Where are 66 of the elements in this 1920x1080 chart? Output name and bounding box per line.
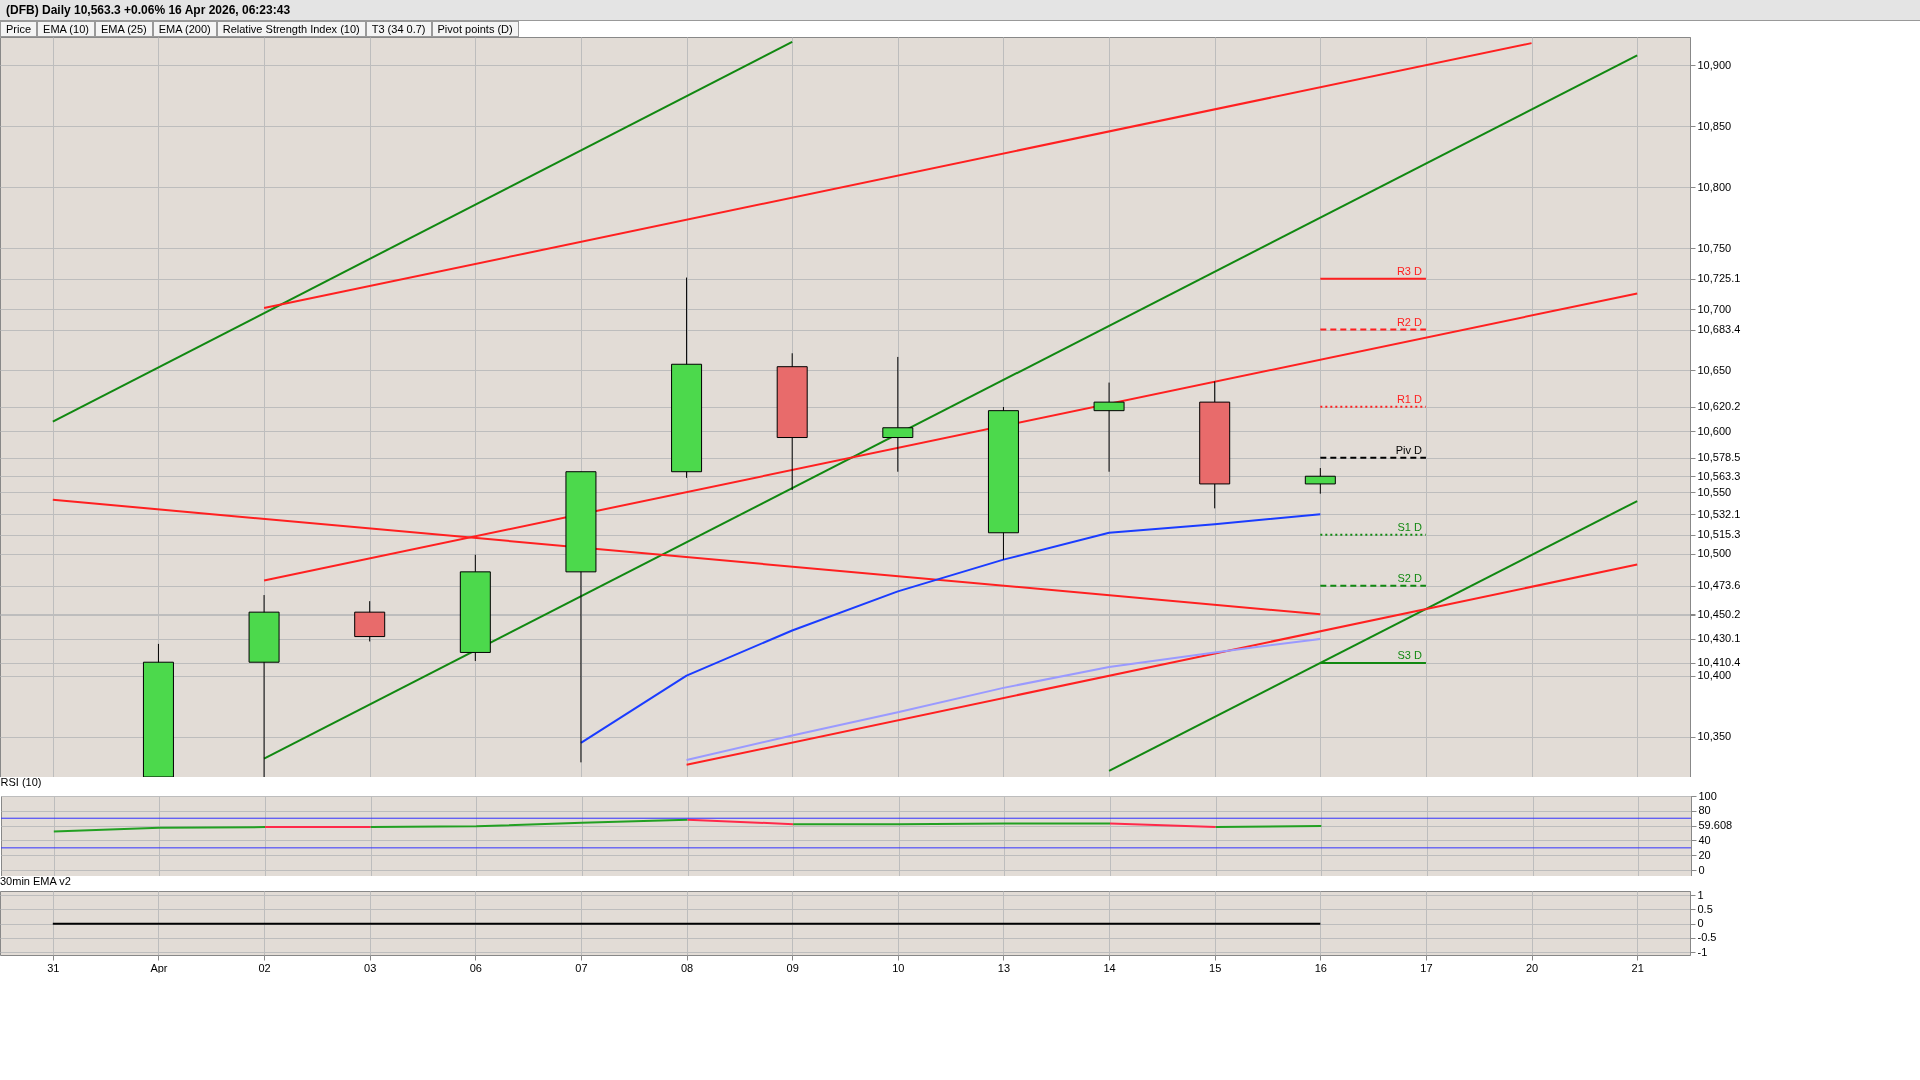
y-tick-label: 0.5 — [1697, 902, 1713, 915]
series-label: Piv D — [1395, 443, 1422, 456]
y-tick-label: 10,515.3 — [1697, 528, 1741, 541]
y-tick-label: 10,410.4 — [1697, 656, 1741, 669]
chart-title: (DFB) Daily 10,563.3 +0.06% 16 Apr 2026, 06:23:43 — [0, 0, 1920, 21]
y-tick-label: 10,683.4 — [1697, 323, 1741, 336]
series-label: S1 D — [1397, 520, 1422, 533]
text: EMA (10) — [37, 21, 95, 37]
x-tick-label: 10 — [892, 961, 905, 974]
y-tick-label: 10,450.2 — [1697, 607, 1741, 620]
y-tick-label: 10,500 — [1697, 547, 1732, 560]
series-label: R3 D — [1396, 264, 1422, 277]
x-tick-label: 02 — [258, 961, 271, 974]
y-tick-label: -1 — [1697, 945, 1708, 958]
y-tick-label: 10,578.5 — [1697, 451, 1741, 464]
x-tick-label: 15 — [1209, 961, 1222, 974]
text: Relative Strength Index (10) — [216, 21, 366, 37]
y-tick-label: 10,750 — [1697, 241, 1732, 254]
x-tick-label: 03 — [364, 961, 377, 974]
y-tick-label: 10,550 — [1697, 485, 1732, 498]
x-tick-label: 06 — [469, 961, 482, 974]
y-tick-label: 10,700 — [1697, 302, 1732, 315]
y-tick-label: 1 — [1697, 888, 1704, 901]
x-tick-label: 20 — [1525, 961, 1539, 974]
y-tick-label: 20 — [1698, 848, 1711, 861]
x-tick-label: Apr — [150, 961, 168, 974]
x-tick-label: 21 — [1631, 961, 1644, 974]
y-tick-label: 0 — [1698, 863, 1705, 876]
series-label: S3 D — [1397, 648, 1422, 661]
text: Pivot points (D) — [431, 21, 519, 37]
y-tick-label: 10,600 — [1697, 424, 1732, 437]
y-tick-label: 10,850 — [1697, 119, 1732, 132]
text: EMA (200) — [152, 21, 217, 37]
x-tick-label: 07 — [575, 961, 588, 974]
y-tick-label: 10,800 — [1697, 180, 1732, 193]
y-tick-label: 10,473.6 — [1697, 579, 1741, 592]
text: Price — [0, 21, 38, 37]
y-tick-label: 0 — [1697, 917, 1704, 930]
y-tick-label: 10,650 — [1697, 363, 1732, 376]
y-tick-label: 10,400 — [1697, 669, 1732, 682]
y-tick-label: 100 — [1698, 789, 1717, 802]
x-tick-label: 31 — [47, 961, 60, 974]
chart-title: 30min EMA v2 — [0, 875, 71, 888]
x-tick-label: 09 — [786, 961, 799, 974]
text: EMA (25) — [94, 21, 153, 37]
series-label: R1 D — [1396, 392, 1422, 405]
y-tick-label: 10,725.1 — [1697, 272, 1741, 285]
series-label: R2 D — [1396, 315, 1422, 328]
y-tick-label: 10,350 — [1697, 730, 1732, 743]
y-tick-label: 10,900 — [1697, 58, 1732, 71]
text: T3 (34 0.7) — [365, 21, 432, 37]
series-label: S2 D — [1397, 571, 1422, 584]
x-tick-label: 08 — [680, 961, 694, 974]
x-tick-label: 14 — [1103, 961, 1116, 974]
x-tick-label: 16 — [1314, 961, 1327, 974]
y-tick-label: 59.608 — [1698, 819, 1733, 832]
chart-title: RSI (10) — [0, 776, 42, 788]
y-tick-label: 10,532.1 — [1697, 507, 1741, 520]
y-tick-label: -0.5 — [1697, 931, 1717, 944]
x-tick-label: 17 — [1420, 961, 1433, 974]
y-tick-label: 10,430.1 — [1697, 632, 1741, 645]
y-tick-label: 80 — [1698, 804, 1711, 817]
y-tick-label: 10,563.3 — [1697, 469, 1741, 482]
y-tick-label: 10,620.2 — [1697, 400, 1741, 413]
x-tick-label: 13 — [997, 961, 1011, 974]
y-tick-label: 40 — [1698, 833, 1711, 846]
